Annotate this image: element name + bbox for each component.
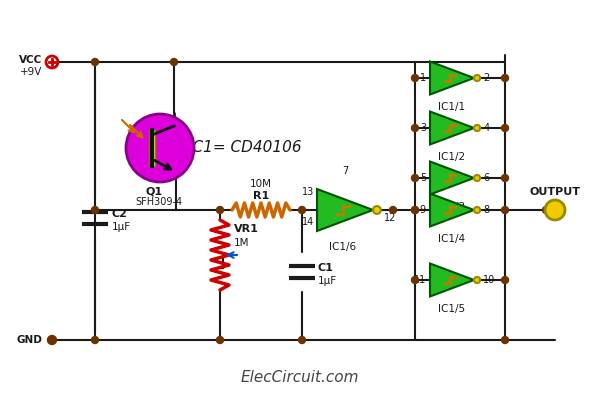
Circle shape: [474, 175, 480, 181]
Circle shape: [545, 200, 565, 220]
Text: 9: 9: [420, 205, 426, 215]
Circle shape: [412, 75, 419, 81]
Circle shape: [299, 337, 305, 343]
Text: IC1/3: IC1/3: [439, 202, 466, 212]
Text: IC1/1: IC1/1: [439, 102, 466, 112]
Circle shape: [412, 206, 419, 214]
Text: 11: 11: [414, 275, 426, 285]
Text: 14: 14: [302, 217, 314, 227]
Polygon shape: [430, 62, 474, 94]
Circle shape: [412, 125, 419, 131]
Polygon shape: [430, 264, 474, 297]
Circle shape: [126, 114, 194, 182]
Circle shape: [502, 125, 509, 131]
Circle shape: [47, 336, 56, 345]
Text: 4: 4: [483, 123, 489, 133]
Circle shape: [502, 174, 509, 181]
Text: IC1= CD40106: IC1= CD40106: [188, 141, 302, 156]
Text: VCC: VCC: [19, 55, 42, 65]
Circle shape: [299, 206, 305, 214]
Circle shape: [502, 206, 509, 214]
Text: IC1/6: IC1/6: [329, 242, 356, 252]
Text: OUTPUT: OUTPUT: [530, 187, 581, 197]
Text: 10: 10: [483, 275, 496, 285]
Text: VR1: VR1: [234, 224, 259, 234]
Circle shape: [474, 125, 480, 131]
Text: 13: 13: [302, 187, 314, 197]
Circle shape: [91, 337, 98, 343]
Polygon shape: [430, 193, 474, 226]
Polygon shape: [430, 162, 474, 195]
Circle shape: [474, 207, 480, 213]
Text: 10M: 10M: [250, 179, 272, 189]
Text: C1: C1: [318, 263, 334, 273]
Text: 12: 12: [384, 213, 396, 223]
Text: IC1/4: IC1/4: [439, 234, 466, 244]
Text: R1: R1: [253, 191, 269, 201]
Text: 8: 8: [483, 205, 489, 215]
Bar: [149, 130, 155, 166]
Text: 6: 6: [483, 173, 489, 183]
Polygon shape: [430, 112, 474, 145]
Text: 1: 1: [420, 73, 426, 83]
Circle shape: [91, 58, 98, 66]
Text: Q1: Q1: [146, 186, 163, 196]
Circle shape: [373, 206, 381, 214]
Circle shape: [170, 58, 178, 66]
Text: +9V: +9V: [20, 67, 42, 77]
Text: C2: C2: [112, 209, 128, 219]
Text: GND: GND: [16, 335, 42, 345]
Circle shape: [502, 337, 509, 343]
Text: ElecCircuit.com: ElecCircuit.com: [241, 370, 359, 386]
Text: 7: 7: [342, 166, 348, 176]
Text: 1μF: 1μF: [112, 222, 131, 232]
Text: IC1/2: IC1/2: [439, 152, 466, 162]
Text: 1M: 1M: [234, 238, 250, 248]
Circle shape: [542, 206, 550, 214]
Polygon shape: [317, 189, 373, 231]
Circle shape: [474, 75, 480, 81]
Circle shape: [412, 206, 419, 214]
Text: 5: 5: [420, 173, 426, 183]
Circle shape: [412, 276, 419, 283]
Text: SFH309-4: SFH309-4: [135, 197, 182, 207]
Text: IC1/5: IC1/5: [439, 304, 466, 314]
Circle shape: [91, 206, 98, 214]
Circle shape: [46, 56, 58, 68]
Circle shape: [502, 276, 509, 283]
Text: 2: 2: [483, 73, 490, 83]
Circle shape: [389, 206, 397, 214]
Text: 1μF: 1μF: [318, 276, 337, 286]
Circle shape: [217, 206, 223, 214]
Circle shape: [474, 277, 480, 283]
Circle shape: [217, 337, 223, 343]
Circle shape: [502, 75, 509, 81]
Text: 3: 3: [420, 123, 426, 133]
Circle shape: [412, 174, 419, 181]
